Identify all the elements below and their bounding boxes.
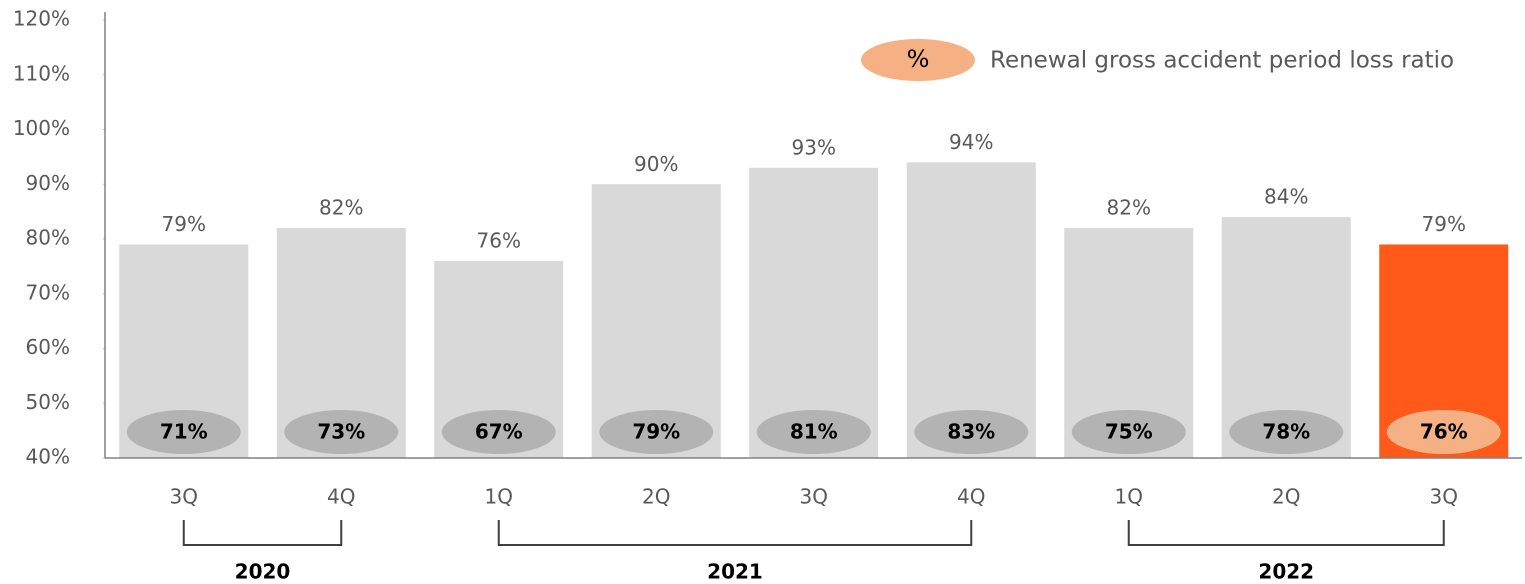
x-tick-label: 1Q (1115, 485, 1143, 509)
x-tick-label: 2Q (1272, 485, 1300, 509)
ratio-label: 71% (160, 420, 208, 444)
bar-value-label: 84% (1264, 185, 1308, 209)
year-label: 2021 (707, 560, 763, 584)
y-tick-label: 100% (13, 116, 70, 140)
ratio-label: 76% (1420, 420, 1468, 444)
y-tick-label: 80% (26, 226, 70, 250)
bar-value-label: 93% (792, 135, 836, 159)
bar-value-label: 82% (1107, 196, 1151, 220)
year-label: 2022 (1258, 560, 1314, 584)
bar-value-label: 79% (162, 212, 206, 236)
ratio-ellipse (284, 410, 399, 454)
ratio-label: 78% (1262, 420, 1310, 444)
ratio-label: 67% (475, 420, 523, 444)
year-bracket (182, 520, 343, 546)
x-tick-label: 4Q (957, 485, 985, 509)
y-tick-label: 110% (13, 61, 70, 85)
x-tick-label: 4Q (327, 485, 355, 509)
ratio-ellipse (1071, 410, 1186, 454)
bar-value-label: 82% (319, 196, 363, 220)
ratio-label: 81% (790, 420, 838, 444)
ratio-label: 73% (317, 420, 365, 444)
year-bracket (1127, 520, 1445, 546)
legend-label: Renewal gross accident period loss ratio (990, 48, 1454, 74)
bar-value-label: 94% (949, 130, 993, 154)
ratio-ellipse (914, 410, 1029, 454)
bar (906, 162, 1036, 458)
x-tick-label: 1Q (485, 485, 513, 509)
ratio-ellipse (1229, 410, 1344, 454)
x-tick-label: 3Q (170, 485, 198, 509)
legend-swatch (861, 39, 975, 81)
y-tick-label: 90% (26, 171, 70, 195)
legend-symbol: % (907, 45, 930, 73)
y-tick-label: 70% (26, 280, 70, 304)
ratio-label: 75% (1105, 420, 1153, 444)
x-tick-label: 3Q (1430, 485, 1458, 509)
bar-value-label: 79% (1422, 212, 1466, 236)
y-tick-label: 60% (26, 335, 70, 359)
bar (749, 167, 879, 458)
ratio-label: 79% (632, 420, 680, 444)
ratio-ellipse (441, 410, 556, 454)
ratio-ellipse (599, 410, 714, 454)
ratio-label: 83% (947, 420, 995, 444)
bar-value-label: 90% (634, 152, 678, 176)
ratio-ellipse (1386, 410, 1501, 454)
y-tick-label: 50% (26, 390, 70, 414)
y-tick-label: 120% (13, 7, 70, 31)
ratio-ellipse (756, 410, 871, 454)
ratio-ellipse (126, 410, 241, 454)
y-tick-label: 40% (26, 445, 70, 469)
x-tick-label: 3Q (800, 485, 828, 509)
x-tick-label: 2Q (642, 485, 670, 509)
bar-value-label: 76% (477, 228, 521, 252)
year-label: 2020 (235, 560, 291, 584)
year-bracket (497, 520, 973, 546)
